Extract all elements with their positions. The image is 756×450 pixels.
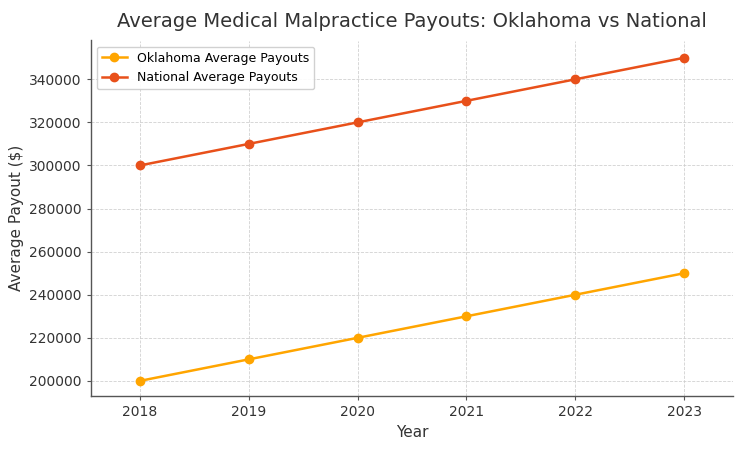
Oklahoma Average Payouts — [571, 292, 580, 297]
National Average Payouts — [462, 98, 471, 104]
National Average Payouts — [135, 163, 144, 168]
Line: National Average Payouts: National Average Payouts — [135, 54, 689, 170]
Oklahoma Average Payouts — [680, 270, 689, 276]
Oklahoma Average Payouts — [244, 357, 253, 362]
X-axis label: Year: Year — [396, 425, 428, 440]
Title: Average Medical Malpractice Payouts: Oklahoma vs National: Average Medical Malpractice Payouts: Okl… — [117, 12, 707, 31]
Oklahoma Average Payouts — [353, 335, 362, 341]
Legend: Oklahoma Average Payouts, National Average Payouts: Oklahoma Average Payouts, National Avera… — [97, 47, 314, 89]
Oklahoma Average Payouts — [135, 378, 144, 383]
National Average Payouts — [353, 120, 362, 125]
National Average Payouts — [680, 55, 689, 60]
National Average Payouts — [571, 76, 580, 82]
Line: Oklahoma Average Payouts: Oklahoma Average Payouts — [135, 269, 689, 385]
National Average Payouts — [244, 141, 253, 147]
Oklahoma Average Payouts — [462, 314, 471, 319]
Y-axis label: Average Payout ($): Average Payout ($) — [8, 145, 23, 292]
